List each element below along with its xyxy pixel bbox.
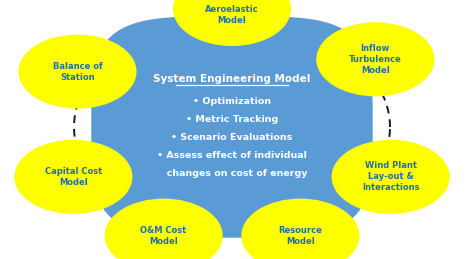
- Text: • Assess effect of individual: • Assess effect of individual: [157, 150, 307, 160]
- Ellipse shape: [317, 23, 433, 95]
- Text: Inflow
Turbulence
Model: Inflow Turbulence Model: [349, 44, 402, 75]
- Ellipse shape: [20, 35, 135, 107]
- Polygon shape: [92, 17, 372, 237]
- Text: Resource
Model: Resource Model: [279, 226, 322, 246]
- Text: Balance of
Station: Balance of Station: [53, 62, 102, 82]
- Ellipse shape: [174, 0, 290, 45]
- Ellipse shape: [106, 200, 222, 259]
- Text: Wind Plant
Lay-out &
Interactions: Wind Plant Lay-out & Interactions: [362, 161, 419, 192]
- Text: changes on cost of energy: changes on cost of energy: [157, 169, 307, 177]
- Text: • Metric Tracking: • Metric Tracking: [186, 114, 278, 124]
- Ellipse shape: [15, 141, 132, 213]
- Text: Capital Cost
Model: Capital Cost Model: [45, 167, 102, 187]
- Text: Turbine
Aeroelastic
Model: Turbine Aeroelastic Model: [205, 0, 259, 25]
- Text: • Scenario Evaluations: • Scenario Evaluations: [172, 133, 292, 141]
- Ellipse shape: [242, 200, 359, 259]
- Text: O&M Cost
Model: O&M Cost Model: [140, 226, 187, 246]
- Text: • Optimization: • Optimization: [193, 97, 271, 105]
- Text: System Engineering Model: System Engineering Model: [153, 74, 311, 84]
- Ellipse shape: [332, 141, 449, 213]
